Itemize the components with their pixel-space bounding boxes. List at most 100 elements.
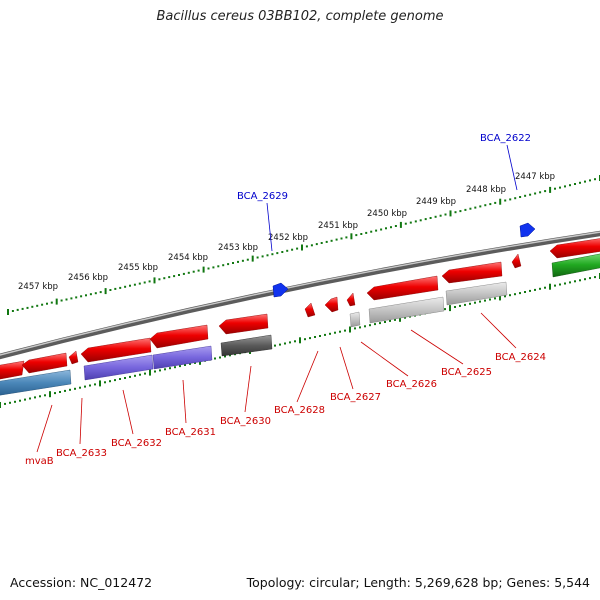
gene-label[interactable]: BCA_2624 [495, 352, 546, 363]
major-tick [251, 255, 254, 262]
minor-tick [479, 300, 481, 303]
minor-tick [574, 280, 576, 283]
gene-label[interactable]: BCA_2628 [274, 405, 325, 416]
minor-tick [494, 201, 497, 204]
minor-tick [286, 249, 289, 252]
minor-tick [69, 388, 71, 391]
minor-tick [589, 179, 591, 182]
gene-label[interactable]: BCA_2631 [165, 427, 216, 438]
minor-tick [534, 192, 537, 195]
minor-tick [192, 270, 195, 273]
minor-tick [129, 375, 131, 378]
minor-tick [169, 367, 171, 370]
minor-tick [179, 365, 181, 368]
gene-label[interactable]: BCA_2627 [330, 392, 381, 403]
gene-label[interactable]: BCA_2626 [386, 379, 437, 390]
major-tick [49, 391, 51, 398]
leader-bca2633 [79, 397, 83, 445]
genome-backbone [0, 230, 600, 360]
gene-label[interactable]: BCA_2632 [111, 438, 162, 449]
minor-tick [569, 184, 571, 187]
gene-label[interactable]: BCA_2625 [441, 367, 492, 378]
minor-tick [64, 389, 66, 392]
leader-bca2632 [122, 389, 134, 435]
minor-tick [34, 396, 36, 399]
minor-tick [529, 289, 531, 292]
major-tick [153, 277, 156, 284]
minor-tick [266, 254, 269, 257]
reverse-strand-genes [0, 253, 600, 396]
major-tick [202, 266, 205, 273]
minor-tick [304, 338, 306, 341]
marker-bca2629[interactable] [272, 282, 289, 298]
marker-label[interactable]: BCA_2629 [237, 191, 288, 202]
gene-arrow-bca2626 [366, 275, 439, 301]
gene-block-gray-1 [368, 296, 445, 324]
minor-tick [207, 267, 210, 270]
marker-label[interactable]: BCA_2622 [480, 133, 531, 144]
minor-tick [178, 274, 180, 276]
minor-tick [544, 286, 546, 289]
gene-arrow-bca2631 [149, 324, 209, 349]
minor-tick [529, 193, 532, 196]
minor-tick [379, 322, 381, 325]
minor-tick [24, 398, 26, 401]
kbp-label: 2457 kbp [18, 282, 58, 292]
gene-label[interactable]: mvaB [25, 456, 54, 467]
minor-tick [217, 265, 220, 268]
minor-tick [385, 227, 387, 230]
minor-tick [229, 354, 231, 357]
kbp-label: 2454 kbp [168, 253, 208, 263]
accession-text: Accession: NC_012472 [10, 575, 153, 590]
minor-tick [65, 298, 68, 301]
minor-tick [54, 392, 56, 395]
gene-label[interactable]: BCA_2630 [220, 416, 271, 427]
minor-tick [36, 304, 39, 307]
kbp-label: 2449 kbp [416, 197, 456, 207]
genome-summary-text: Topology: circular; Length: 5,269,628 bp… [246, 575, 590, 590]
gene-arrow-bca2627 [324, 296, 339, 313]
minor-tick [589, 277, 591, 280]
minor-tick [444, 213, 447, 216]
minor-tick [119, 378, 121, 380]
minor-tick [344, 329, 346, 332]
minor-tick [514, 197, 517, 200]
minor-tick [138, 282, 141, 285]
minor-tick [325, 240, 328, 243]
minor-tick [524, 194, 527, 197]
minor-tick [187, 271, 190, 274]
minor-tick [44, 394, 46, 397]
minor-tick [114, 287, 117, 290]
minor-tick [384, 321, 386, 323]
major-tick [301, 244, 303, 251]
major-tick [299, 337, 301, 344]
minor-tick [109, 289, 112, 291]
leader-bca2627 [339, 346, 354, 390]
minor-tick [60, 299, 63, 302]
minor-tick [14, 400, 16, 403]
marker-bca2622[interactable] [519, 222, 536, 238]
minor-tick [194, 361, 196, 364]
minor-tick [271, 253, 274, 256]
minor-tick [26, 306, 29, 309]
minor-tick [474, 301, 476, 304]
leader-bca2628 [296, 350, 319, 403]
gene-label[interactable]: BCA_2633 [56, 448, 107, 459]
gene-arrow-bca2625 [441, 261, 503, 284]
minor-tick [454, 306, 456, 308]
gene-block-green [551, 253, 600, 278]
minor-tick [335, 238, 338, 241]
minor-tick [504, 295, 506, 298]
minor-tick [339, 330, 341, 333]
minor-tick [354, 327, 356, 330]
gene-arrow-bca2632 [80, 337, 152, 363]
backbone-group [0, 230, 600, 360]
minor-tick [189, 362, 191, 365]
minor-tick [224, 355, 226, 358]
minor-tick [261, 255, 264, 258]
major-tick [449, 210, 452, 217]
major-tick [399, 315, 401, 322]
minor-tick [394, 318, 396, 321]
minor-tick [59, 391, 61, 393]
minor-tick [310, 244, 313, 247]
